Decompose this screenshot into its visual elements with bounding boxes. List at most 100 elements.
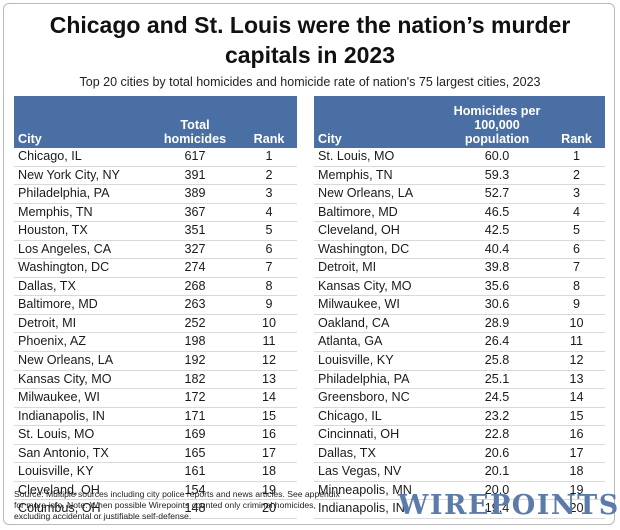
rank-cell: 13	[548, 370, 605, 390]
rank-cell: 5	[241, 221, 297, 241]
table-row: New York City, NY 391 2	[14, 166, 297, 186]
city-cell: Memphis, TN	[314, 166, 446, 186]
table-row: Chicago, IL 617 1	[14, 148, 297, 167]
rank-cell: 20	[241, 499, 297, 519]
value-cell: 20.1	[446, 462, 548, 482]
table-header-row: City Homicides per 100,000 population Ra…	[314, 96, 605, 148]
city-cell: Oakland, CA	[314, 314, 446, 334]
city-cell: Louisville, KY	[14, 462, 149, 482]
rank-cell: 12	[241, 351, 297, 371]
value-cell: 367	[149, 203, 241, 223]
city-cell: Houston, TX	[14, 221, 149, 241]
rank-cell: 2	[548, 166, 605, 186]
city-cell: Washington, DC	[14, 258, 149, 278]
header-city: City	[14, 96, 149, 148]
rank-cell: 13	[241, 370, 297, 390]
table-row: Baltimore, MD 263 9	[14, 295, 297, 315]
rank-cell: 12	[548, 351, 605, 371]
value-cell: 20.6	[446, 444, 548, 464]
header-value-line-3: population	[464, 132, 530, 146]
table-row: Louisville, KY 161 18	[14, 462, 297, 482]
header-rank: Rank	[241, 96, 297, 148]
city-cell: Louisville, KY	[314, 351, 446, 371]
rank-cell: 17	[241, 444, 297, 464]
header-value-line-1: Total	[180, 118, 210, 132]
city-cell: Kansas City, MO	[314, 277, 446, 297]
table-row: Phoenix, AZ 198 11	[14, 332, 297, 353]
city-cell: Memphis, TN	[14, 203, 149, 223]
value-cell: 35.6	[446, 277, 548, 297]
city-cell: Milwaukee, WI	[314, 295, 446, 315]
table-row: San Antonio, TX 165 17	[14, 444, 297, 464]
city-cell: Atlanta, GA	[314, 332, 446, 353]
city-cell: Los Angeles, CA	[14, 240, 149, 260]
source-line-1: Source: Multiple sources including city …	[14, 489, 340, 499]
value-cell: 252	[149, 314, 241, 334]
rank-cell: 16	[548, 425, 605, 445]
header-rank: Rank	[548, 96, 605, 148]
value-cell: 268	[149, 277, 241, 297]
value-cell: 391	[149, 166, 241, 186]
city-cell: St. Louis, MO	[314, 148, 446, 167]
rank-cell: 7	[548, 258, 605, 278]
rank-cell: 8	[241, 277, 297, 297]
rank-cell: 9	[548, 295, 605, 315]
city-cell: Minneapolis, MN	[314, 481, 446, 501]
city-cell: Chicago, IL	[14, 148, 149, 167]
rank-cell: 15	[548, 407, 605, 427]
rank-cell: 1	[548, 148, 605, 167]
table-row: Columbus, OH 148 20	[14, 499, 297, 519]
rank-cell: 7	[241, 258, 297, 278]
rank-cell: 16	[241, 425, 297, 445]
value-cell: 46.5	[446, 203, 548, 223]
value-cell: 39.8	[446, 258, 548, 278]
city-cell: Indianapolis, IN	[314, 499, 446, 519]
total-homicides-table: City Total homicides Rank Chicago, IL 617…	[14, 96, 297, 519]
rank-cell: 8	[548, 277, 605, 297]
header-value-line-2: homicides	[163, 132, 227, 146]
value-cell: 182	[149, 370, 241, 390]
value-cell: 351	[149, 221, 241, 241]
value-cell: 26.4	[446, 332, 548, 353]
city-cell: Detroit, MI	[314, 258, 446, 278]
city-cell: Baltimore, MD	[314, 203, 446, 223]
value-cell: 165	[149, 444, 241, 464]
city-cell: Dallas, TX	[14, 277, 149, 297]
city-cell: Chicago, IL	[314, 407, 446, 427]
table-row: Louisville, KY 25.8 12	[314, 351, 605, 371]
source-line-3: excluding accidental or justifiable self…	[14, 511, 192, 521]
city-cell: Indianapolis, IN	[14, 407, 149, 427]
value-cell: 20.0	[446, 481, 548, 501]
rank-cell: 15	[241, 407, 297, 427]
value-cell: 42.5	[446, 221, 548, 241]
subtitle: Top 20 cities by total homicides and hom…	[79, 75, 541, 89]
rank-cell: 19	[241, 481, 297, 501]
rank-cell: 3	[241, 184, 297, 204]
rank-cell: 2	[241, 166, 297, 186]
city-cell: Cincinnati, OH	[314, 425, 446, 445]
rank-cell: 18	[241, 462, 297, 482]
rank-cell: 1	[241, 148, 297, 167]
table-row: Dallas, TX 268 8	[14, 277, 297, 297]
rank-cell: 19	[548, 481, 605, 501]
table-row: Washington, DC 40.4 6	[314, 240, 605, 260]
value-cell: 263	[149, 295, 241, 315]
value-cell: 28.9	[446, 314, 548, 334]
table-row: New Orleans, LA 52.7 3	[314, 184, 605, 204]
table-row: Baltimore, MD 46.5 4	[314, 203, 605, 223]
rank-cell: 17	[548, 444, 605, 464]
table-row: Las Vegas, NV 20.1 18	[314, 462, 605, 482]
value-cell: 169	[149, 425, 241, 445]
table-row: St. Louis, MO 169 16	[14, 425, 297, 445]
city-cell: Las Vegas, NV	[314, 462, 446, 482]
rank-cell: 3	[548, 184, 605, 204]
value-cell: 617	[149, 148, 241, 167]
source-note: Source: Multiple sources including city …	[14, 489, 394, 522]
rank-cell: 6	[241, 240, 297, 260]
table-row: Detroit, MI 39.8 7	[314, 258, 605, 278]
city-cell: Cleveland, OH	[14, 481, 149, 501]
value-cell: 25.1	[446, 370, 548, 390]
table-row: Minneapolis, MN 20.0 19	[314, 481, 605, 501]
table-row: Indianapolis, IN 171 15	[14, 407, 297, 427]
table-row: Milwaukee, WI 30.6 9	[314, 295, 605, 315]
